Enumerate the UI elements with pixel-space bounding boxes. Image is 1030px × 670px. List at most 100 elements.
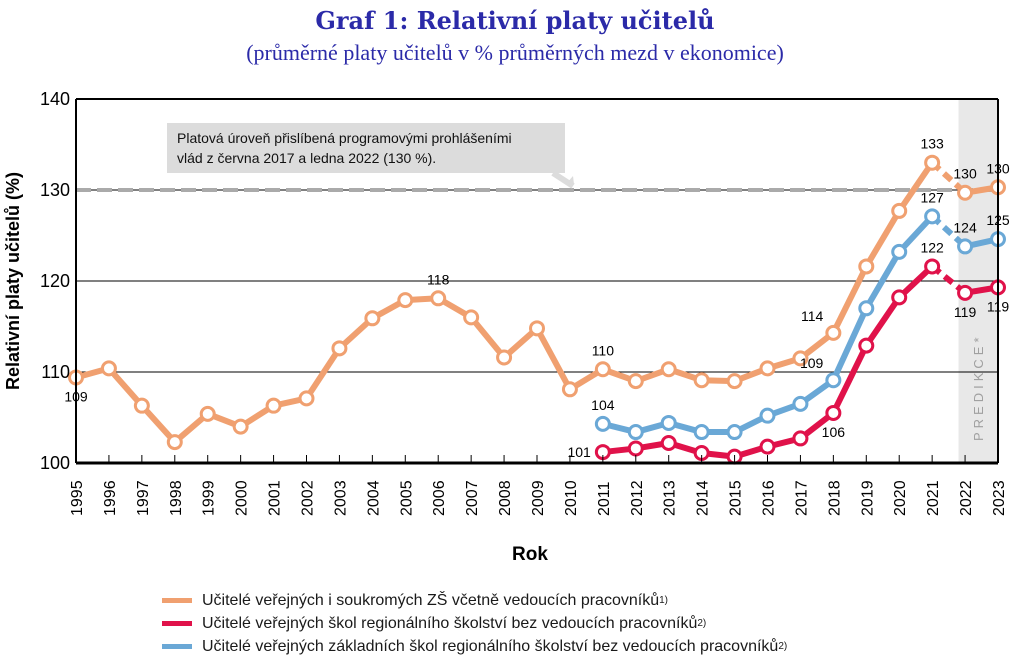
- y-tick-label: 120: [40, 271, 70, 291]
- data-point: [792, 430, 809, 447]
- x-tick-label: 2009: [530, 480, 547, 516]
- data-point: [825, 372, 842, 389]
- x-tick-label: 2015: [728, 480, 745, 516]
- data-point: [660, 414, 677, 431]
- data-point: [957, 184, 974, 201]
- data-point: [265, 397, 282, 414]
- data-label: 118: [427, 271, 450, 287]
- x-tick-label: 2018: [826, 480, 843, 516]
- data-point: [594, 361, 611, 378]
- x-tick-label: 1996: [102, 480, 119, 516]
- data-label: 133: [920, 136, 944, 152]
- data-point: [825, 324, 842, 341]
- data-point: [627, 440, 644, 457]
- series-segment: [468, 315, 507, 360]
- legend-item: Učitelé veřejných i soukromých ZŠ včetně…: [162, 589, 787, 612]
- x-tick-label: 2005: [398, 480, 415, 516]
- data-point: [627, 424, 644, 441]
- data-label: 110: [592, 342, 615, 358]
- data-point: [792, 395, 809, 412]
- data-label: 106: [822, 424, 846, 440]
- y-tick-label: 100: [40, 453, 70, 473]
- data-label: 109: [800, 355, 824, 371]
- data-point: [858, 258, 875, 275]
- y-tick-label: 130: [40, 180, 70, 200]
- data-point: [133, 397, 150, 414]
- y-axis-label: Relativní platy učitelů (%): [3, 172, 23, 390]
- x-tick-label: 1998: [168, 480, 185, 516]
- data-point: [891, 243, 908, 260]
- data-point: [364, 310, 381, 327]
- data-point: [891, 202, 908, 219]
- x-tick-label: 2003: [332, 480, 349, 516]
- legend-item: Učitelé veřejných škol regionálního škol…: [162, 612, 787, 635]
- x-tick-label: 2002: [300, 480, 317, 516]
- x-tick-label: 2007: [464, 480, 481, 516]
- x-tick-label: 2020: [892, 480, 909, 516]
- data-point: [331, 340, 348, 357]
- series-0: [68, 154, 1006, 451]
- data-label: 114: [801, 308, 824, 324]
- legend-label: Učitelé veřejných základních škol region…: [202, 637, 779, 655]
- data-label: 127: [920, 189, 944, 205]
- legend-label: Učitelé veřejných i soukromých ZŠ včetně…: [202, 591, 660, 609]
- x-tick-label: 2016: [761, 480, 778, 516]
- x-tick-label: 2001: [267, 480, 284, 516]
- series-segment: [106, 366, 145, 408]
- data-point: [759, 407, 776, 424]
- series-1: [594, 258, 1006, 465]
- data-point: [891, 289, 908, 306]
- x-tick-label: 2022: [958, 480, 975, 516]
- data-point: [594, 415, 611, 432]
- data-point: [496, 349, 513, 366]
- series-segment: [897, 214, 935, 254]
- legend-swatch-red: [162, 621, 192, 626]
- series-segment: [303, 346, 342, 401]
- series-segment: [534, 326, 573, 391]
- x-tick-label: 2011: [596, 481, 613, 516]
- prediction-label: PREDIKCE*: [971, 333, 986, 441]
- series-segment: [896, 161, 935, 213]
- data-point: [232, 418, 249, 435]
- series-2: [594, 208, 1006, 441]
- x-tick-label: 2021: [925, 480, 942, 516]
- series-segment: [863, 209, 902, 268]
- x-tick-label: 2014: [695, 480, 712, 516]
- data-point: [858, 337, 875, 354]
- data-point: [825, 404, 842, 421]
- series-segment: [863, 295, 902, 348]
- legend-label: Učitelé veřejných škol regionálního škol…: [202, 614, 698, 632]
- data-point: [957, 284, 974, 301]
- x-tick-label: 2012: [629, 480, 646, 516]
- x-tick-label: 2013: [662, 480, 679, 516]
- data-point: [166, 434, 183, 451]
- annotation-arrowhead: [566, 176, 574, 184]
- x-tick-label: 2017: [793, 480, 810, 516]
- annotation-text: vlád z června 2017 a ledna 2022 (130 %).: [177, 150, 436, 166]
- annotation-text: Platová úroveň přislíbená programovými p…: [177, 130, 512, 146]
- x-tick-label: 2023: [991, 480, 1008, 516]
- data-label: 101: [567, 444, 591, 460]
- data-point: [726, 373, 743, 390]
- legend-footnote: 2): [778, 641, 788, 652]
- data-point: [397, 292, 414, 309]
- data-label: 130: [953, 166, 977, 182]
- series-segment: [863, 250, 902, 310]
- data-point: [561, 381, 578, 398]
- x-tick-label: 1995: [69, 480, 86, 516]
- annotation-box: [167, 123, 565, 173]
- series-segment: [139, 403, 178, 445]
- data-point: [660, 361, 677, 378]
- legend-swatch-orange: [162, 598, 192, 603]
- data-point: [660, 434, 677, 451]
- y-tick-label: 140: [40, 89, 70, 109]
- x-axis-label: Rok: [512, 544, 548, 565]
- x-tick-label: 2004: [365, 480, 382, 516]
- legend-footnote: 1): [659, 595, 668, 606]
- data-point: [627, 373, 644, 390]
- data-point: [693, 424, 710, 441]
- y-tick-label: 110: [41, 362, 70, 382]
- data-label: 119: [954, 304, 977, 320]
- data-point: [298, 390, 315, 407]
